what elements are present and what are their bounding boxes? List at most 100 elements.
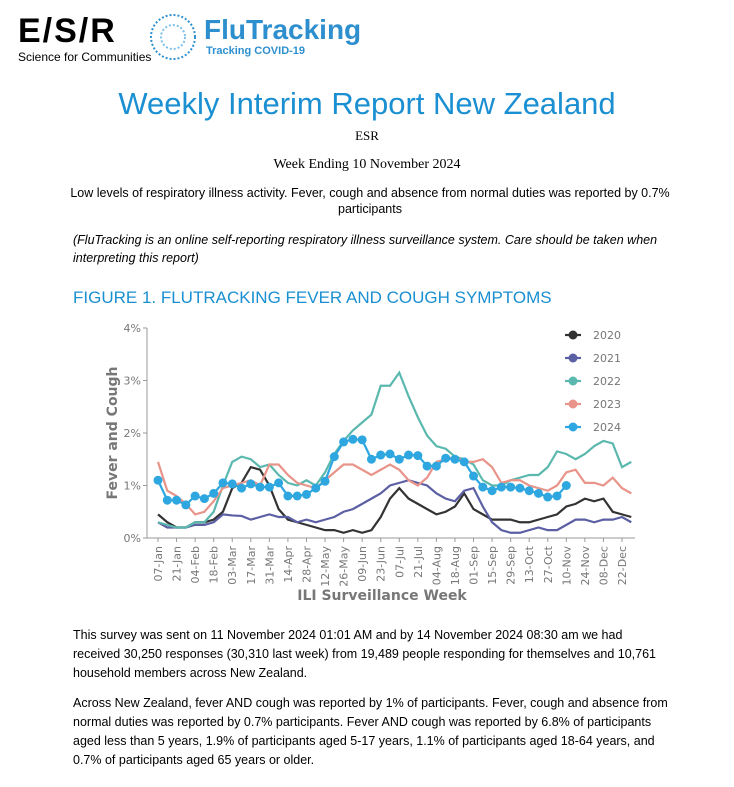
x-tick-label: 08-Dec [597,546,610,585]
x-tick-label: 12-May [319,546,332,587]
point [162,495,172,505]
legend-marker [568,330,578,340]
point [348,434,358,444]
point [487,486,497,496]
point [320,476,330,486]
paragraph: Across New Zealand, fever AND cough was … [73,696,668,767]
x-tick-label: 27-Oct [542,545,555,583]
point [524,486,534,496]
x-tick-label: 10-Nov [560,546,573,586]
point [264,482,274,492]
legend-label: 2023 [593,398,621,411]
point [376,450,386,460]
point [561,481,571,490]
week: Week Ending 10 November 2024 [273,157,461,172]
point [441,453,451,463]
point [190,491,200,501]
legend-label: 2024 [593,421,621,434]
x-tick-label: 23-Jun [375,546,388,582]
point [292,491,302,501]
logo: E/S/R [18,12,117,50]
globe-icon [150,14,196,60]
point [246,479,256,489]
point [283,491,293,501]
x-tick-label: 09-Jun [356,546,369,582]
x-tick-label: 14-Apr [282,546,295,583]
x-tick-label: 31-Mar [263,546,276,585]
title: Weekly Interim Report New Zealand [118,86,616,121]
point [227,479,237,489]
legend-marker [568,353,578,363]
x-tick-label: 24-Nov [579,546,592,586]
point [237,483,247,493]
note: (FluTracking is an online self-reporting… [73,233,658,265]
point [404,450,414,460]
x-tick-label: 28-Apr [300,546,313,583]
paragraph: This survey was sent on 11 November 2024… [73,628,657,680]
chart: 0% 1% 2% 3% 4% 07-Jan 21-Jan 04-Feb 18-Feb 03-Mar… [105,322,635,604]
point [366,454,376,464]
tagline: Science for Communities [18,50,152,64]
legend-marker [568,376,578,386]
point [515,483,525,493]
point [274,478,284,488]
series-line [157,370,632,529]
series-line [157,479,632,534]
point [469,471,479,481]
y-tick-label: 0% [124,532,141,545]
x-tick-label: 29-Sep [505,546,518,585]
point [199,494,209,504]
point [506,482,516,492]
series-line [157,465,632,534]
legend-marker [568,422,578,432]
point [478,482,488,492]
y-tick-label: 2% [124,427,141,440]
point [172,495,182,505]
x-tick-label: 15-Sep [486,546,499,585]
point [385,449,395,459]
point [394,454,404,464]
legend-label: 2020 [593,329,621,342]
x-tick-label: 26-May [338,546,351,587]
x-tick-label: 03-Mar [226,546,239,585]
y-tick-label: 4% [124,322,141,335]
point [339,437,349,447]
point [533,488,543,498]
x-axis-label: ILI Surveillance Week [297,588,467,604]
series-line [156,455,632,516]
point [431,461,441,471]
point [459,457,469,467]
point [543,492,553,502]
legend-label: 2022 [593,375,621,388]
x-tick-label: 07-Jan [152,546,165,582]
point [209,488,219,498]
brand: FluTracking [204,14,362,45]
x-tick-label: 21-Jan [171,546,184,582]
y-tick-label: 1% [124,480,141,493]
point [450,454,460,464]
summary: Low levels of respiratory illness activi… [70,186,670,216]
point [496,482,506,492]
figure-title: FIGURE 1. FLUTRACKING FEVER AND COUGH SY… [73,288,552,307]
x-tick-label: 18-Feb [208,546,221,583]
legend-marker [568,399,578,409]
x-tick-label: 13-Oct [523,545,536,583]
x-tick-label: 04-Aug [430,546,443,585]
point [311,483,321,493]
x-tick-label: 17-Mar [245,546,258,585]
x-tick-label: 18-Aug [449,546,462,585]
point [255,482,265,492]
point [181,500,191,510]
point [357,435,367,445]
x-tick-label: 22-Dec [616,546,629,585]
y-tick-label: 3% [124,375,141,388]
point [329,452,339,462]
point [218,478,228,488]
x-tick-label: 04-Feb [189,546,202,583]
x-tick-label: 21-Jul [412,546,425,578]
legend-label: 2021 [593,352,621,365]
point [413,451,423,461]
org: ESR [355,128,379,143]
y-axis-label: Fever and Cough [105,366,121,499]
